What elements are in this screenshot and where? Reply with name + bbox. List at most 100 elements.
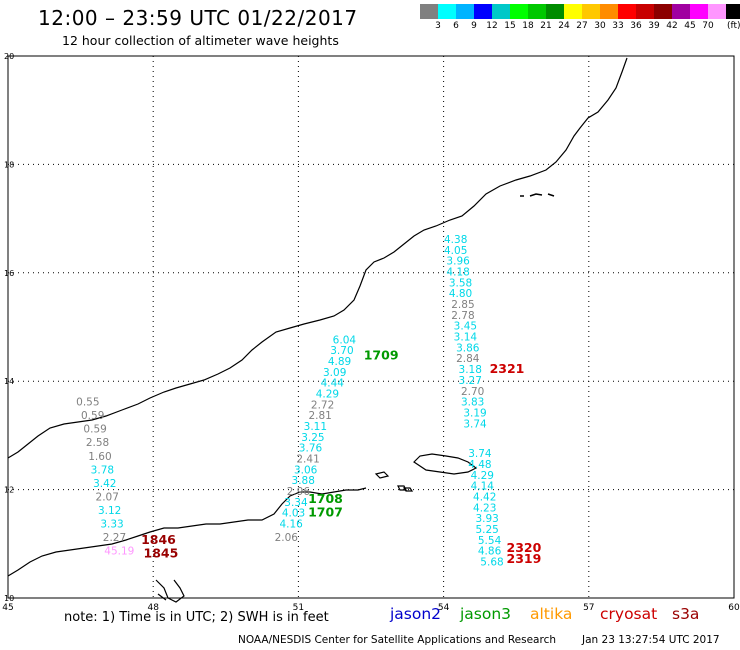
color-scale-label: 42 xyxy=(666,21,678,31)
wave-height-value: 2.58 xyxy=(86,437,109,449)
color-swatch xyxy=(636,4,654,19)
wave-height-value: 6.04 xyxy=(333,334,357,346)
color-swatch xyxy=(438,4,456,19)
pass-time-label: 2320 xyxy=(507,540,542,555)
wave-height-value: 5.68 xyxy=(480,556,503,568)
color-scale-label: 12 xyxy=(486,21,498,31)
wave-height-value: 2.07 xyxy=(96,491,119,503)
color-swatch xyxy=(564,4,582,19)
wave-height-value: 3.58 xyxy=(449,277,472,289)
satellite-jason2: jason2 xyxy=(390,605,442,623)
wave-height-value: 3.70 xyxy=(330,345,353,357)
wave-height-value: 3.25 xyxy=(301,432,324,444)
pass-time-label: 1708 xyxy=(308,491,343,506)
kuria-islands xyxy=(520,193,555,197)
lon-tick-label: 54 xyxy=(438,603,450,613)
color-scale-label: 45 xyxy=(684,21,696,31)
color-scale-legend xyxy=(420,4,740,19)
pass-time-label: 1707 xyxy=(308,505,343,520)
chart-subtitle: 12 hour collection of altimeter wave hei… xyxy=(62,33,339,48)
track-central: 6.043.704.893.094.444.292.722.813.113.25… xyxy=(275,334,357,544)
socotra-island xyxy=(413,453,478,475)
footer-credit: NOAA/NESDIS Center for Satellite Applica… xyxy=(238,634,556,646)
wave-height-value: 4.03 xyxy=(282,508,305,520)
lon-tick-label: 60 xyxy=(728,603,740,613)
wave-height-value: 4.42 xyxy=(473,491,496,503)
color-swatch xyxy=(546,4,564,19)
wave-height-value: 4.48 xyxy=(468,459,491,471)
color-scale-label: 33 xyxy=(612,21,624,31)
wave-height-value: 3.14 xyxy=(454,332,478,344)
wave-height-value: 3.78 xyxy=(91,464,114,476)
map-frame xyxy=(7,55,735,599)
color-swatch xyxy=(654,4,672,19)
axis-tick-labels: 45 48 51 54 57 60 20 18 16 14 12 10 xyxy=(2,52,740,613)
lat-lon-grid xyxy=(7,55,735,599)
wave-height-tracks: 0.550.590.592.581.603.783.422.073.123.33… xyxy=(76,234,504,568)
color-scale-label: 39 xyxy=(648,21,660,31)
lat-tick-label: 16 xyxy=(4,269,14,278)
color-swatch xyxy=(420,4,438,19)
wave-height-value: 3.34 xyxy=(284,497,308,509)
footer: NOAA/NESDIS Center for Satellite Applica… xyxy=(238,634,720,646)
wave-height-value: 3.27 xyxy=(459,375,482,387)
wave-height-value: 2.27 xyxy=(103,532,126,544)
wave-height-value: 4.44 xyxy=(321,378,345,390)
wave-height-value: 4.29 xyxy=(471,470,494,482)
pass-time-label: 1845 xyxy=(144,545,179,560)
units-note: note: 1) Time is in UTC; 2) SWH is in fe… xyxy=(64,610,329,625)
wave-height-value: 3.12 xyxy=(98,505,121,517)
lon-tick-label: 48 xyxy=(147,603,159,613)
wave-height-value: 3.86 xyxy=(456,342,480,354)
track-west: 0.550.590.592.581.603.783.422.073.123.33… xyxy=(76,397,134,558)
wave-height-value: 4.16 xyxy=(279,519,303,531)
lat-tick-label: 20 xyxy=(4,52,14,61)
color-swatch xyxy=(456,4,474,19)
wave-height-value: 3.11 xyxy=(304,421,327,433)
wave-height-value: 3.45 xyxy=(454,321,477,333)
wave-height-value: 1.60 xyxy=(88,451,111,463)
wave-height-value: 3.19 xyxy=(463,407,486,419)
color-scale-labels: 3 6 9 12 15 18 21 24 27 30 33 36 39 42 45 70 (ft) xyxy=(420,21,740,35)
wave-height-value: 2.96 xyxy=(287,486,311,498)
color-swatch xyxy=(726,4,740,19)
wave-height-value: 4.86 xyxy=(478,546,502,558)
color-scale-label: 70 xyxy=(702,21,714,31)
lon-tick-label: 45 xyxy=(2,603,13,613)
lon-tick-label: 51 xyxy=(293,603,304,613)
color-scale-label: 36 xyxy=(630,21,642,31)
wave-height-value: 5.25 xyxy=(475,524,498,536)
wave-height-value: 2.70 xyxy=(461,386,484,398)
satellite-jason3: jason3 xyxy=(460,605,512,623)
wave-height-value: 4.80 xyxy=(449,288,472,300)
wave-height-value: 4.14 xyxy=(471,481,495,493)
color-swatch xyxy=(510,4,528,19)
wave-height-value: 4.18 xyxy=(446,267,469,279)
satellite-s3a: s3a xyxy=(672,605,700,623)
color-scale-label: 30 xyxy=(594,21,606,31)
color-swatch xyxy=(582,4,600,19)
color-swatch xyxy=(690,4,708,19)
wave-height-value: 3.09 xyxy=(323,367,346,379)
wave-height-value: 2.72 xyxy=(311,399,334,411)
wave-height-value: 2.78 xyxy=(451,310,474,322)
satellite-altika: altika xyxy=(530,605,573,623)
wave-height-value: 2.85 xyxy=(451,299,474,311)
wave-height-value: 3.88 xyxy=(292,475,315,487)
coastline-arabia xyxy=(7,57,628,459)
wave-height-value: 3.93 xyxy=(475,513,498,525)
color-swatch xyxy=(492,4,510,19)
pass-time-label: 2321 xyxy=(490,361,525,376)
wave-height-value: 3.42 xyxy=(93,478,116,490)
small-island-1 xyxy=(374,471,390,479)
color-swatch xyxy=(528,4,546,19)
wave-height-value: 0.59 xyxy=(81,410,104,422)
wave-height-value: 4.29 xyxy=(316,388,339,400)
wave-height-value: 3.76 xyxy=(299,443,323,455)
color-scale-label: 9 xyxy=(471,21,477,31)
wave-height-value: 3.74 xyxy=(468,448,492,460)
wave-height-value: 2.84 xyxy=(456,353,480,365)
color-swatch xyxy=(600,4,618,19)
pass-time-label: 2319 xyxy=(507,551,542,566)
